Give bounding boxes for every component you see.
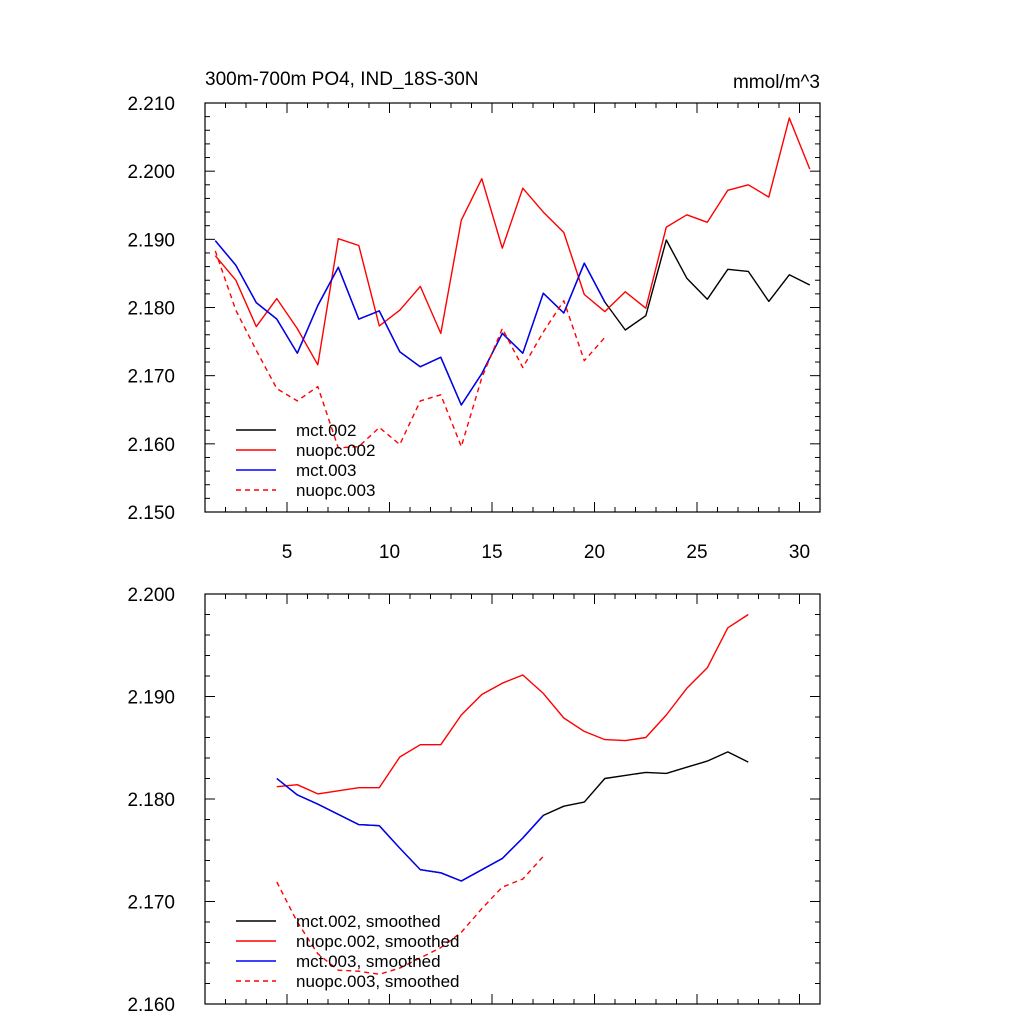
- legend-label: nuopc.002, smoothed: [296, 932, 460, 951]
- x-tick-label: 10: [379, 542, 400, 563]
- legend-label: mct.002: [296, 421, 356, 440]
- series-line-mct-002-smoothed: [277, 752, 749, 881]
- x-tick-label: 15: [481, 542, 502, 563]
- y-tick-label: 2.210: [127, 94, 175, 115]
- x-tick-label: 5: [282, 542, 293, 563]
- x-tick-label: 30: [789, 542, 810, 563]
- series-line-nuopc-002: [215, 118, 810, 365]
- y-tick-label: 2.190: [127, 230, 175, 251]
- top-panel: 2.150 2.160 2.170 2.180 2.190 2.200 2.210 5 10 15…: [127, 69, 820, 563]
- bottom-panel: 2.160 2.170 2.180 2.190 2.200 mct.002, smooth…: [127, 585, 820, 1016]
- y-tick-label: 2.180: [127, 790, 175, 811]
- y-tick-label: 2.180: [127, 299, 175, 320]
- legend-label: nuopc.003: [296, 481, 375, 500]
- series-line-nuopc-002-smoothed: [277, 615, 749, 794]
- y-tick-label: 2.170: [127, 893, 175, 914]
- chart-title: 300m-700m PO4, IND_18S-30N: [205, 69, 479, 90]
- y-tick-label: 2.170: [127, 367, 175, 388]
- units-label: mmol/m^3: [733, 72, 820, 93]
- y-tick-label: 2.150: [127, 503, 175, 524]
- series-line-mct-002: [215, 240, 810, 405]
- legend-label: mct.003, smoothed: [296, 952, 441, 971]
- legend-label: nuopc.002: [296, 441, 375, 460]
- y-tick-label: 2.160: [127, 995, 175, 1016]
- y-tick-label: 2.200: [127, 162, 175, 183]
- y-tick-label: 2.200: [127, 585, 175, 606]
- legend-label: mct.003: [296, 461, 356, 480]
- x-tick-label: 25: [686, 542, 707, 563]
- legend-label: nuopc.003, smoothed: [296, 972, 460, 991]
- x-tick-label: 20: [584, 542, 605, 563]
- series-line-nuopc-003: [215, 251, 605, 448]
- series-line-mct-003: [215, 241, 605, 405]
- y-tick-label: 2.160: [127, 435, 175, 456]
- y-tick-label: 2.190: [127, 688, 175, 709]
- legend-label: mct.002, smoothed: [296, 912, 441, 931]
